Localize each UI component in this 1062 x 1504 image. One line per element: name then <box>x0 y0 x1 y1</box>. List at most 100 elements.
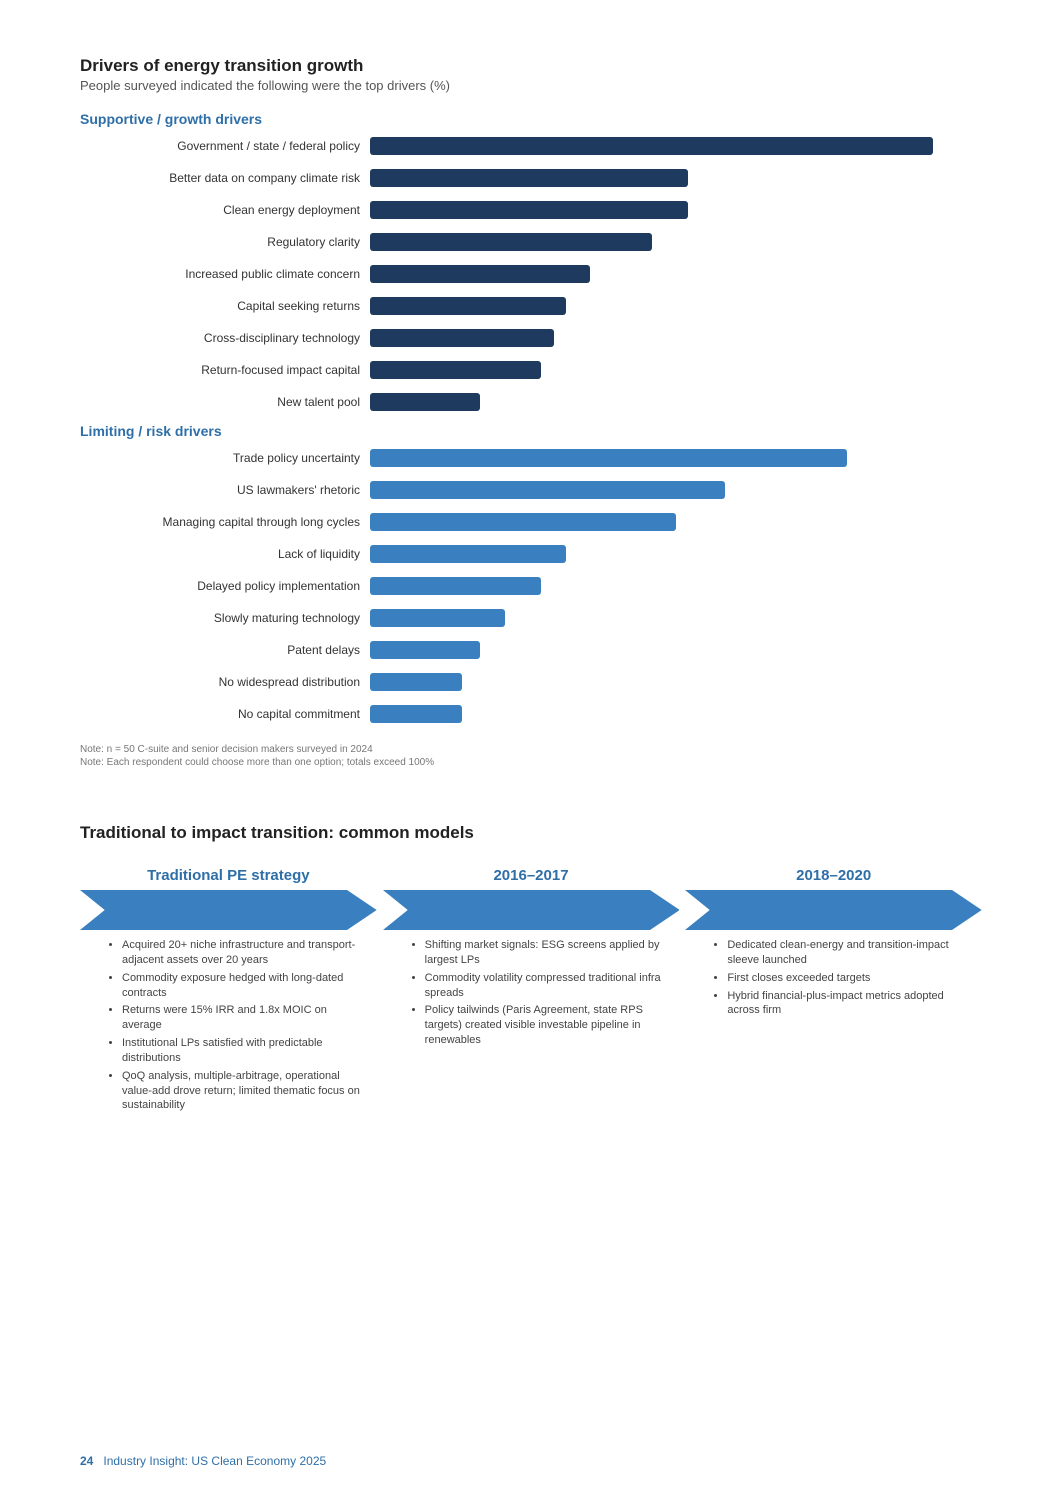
bar-label: Capital seeking returns <box>80 299 370 313</box>
bar-label: Better data on company climate risk <box>80 171 370 185</box>
bar-fill <box>370 513 676 531</box>
page-footer: 24 Industry Insight: US Clean Economy 20… <box>80 1454 326 1468</box>
timeline-bullets: Acquired 20+ niche infrastructure and tr… <box>80 930 377 1116</box>
timeline-bullet: Commodity exposure hedged with long-date… <box>122 971 367 1001</box>
bar-row: Patent delays <box>80 639 982 661</box>
page-number: 24 <box>80 1454 93 1468</box>
doc-label: Industry Insight: US Clean Economy 2025 <box>103 1454 326 1468</box>
bar-track <box>370 265 982 283</box>
timeline-section: Traditional to impact transition: common… <box>80 823 982 1116</box>
bar-track <box>370 673 982 691</box>
bar-track <box>370 297 982 315</box>
bar-row: Better data on company climate risk <box>80 167 982 189</box>
chart-subtitle: People surveyed indicated the following … <box>80 78 982 93</box>
footnote-line: Note: Each respondent could choose more … <box>80 756 982 769</box>
timeline-bullet: QoQ analysis, multiple-arbitrage, operat… <box>122 1069 367 1114</box>
chart-group: Government / state / federal policy Bette… <box>80 135 982 413</box>
bar-track <box>370 481 982 499</box>
footnote-line: Note: n = 50 C-suite and senior decision… <box>80 743 982 756</box>
bar-row: No widespread distribution <box>80 671 982 693</box>
bar-label: New talent pool <box>80 395 370 409</box>
timeline-bullet: Commodity volatility compressed traditio… <box>425 971 670 1001</box>
timeline-bullets: Dedicated clean-energy and transition-im… <box>685 930 982 1021</box>
bar-track <box>370 609 982 627</box>
bar-label: Cross-disciplinary technology <box>80 331 370 345</box>
bar-fill <box>370 577 541 595</box>
bar-track <box>370 705 982 723</box>
bar-row: Trade policy uncertainty <box>80 447 982 469</box>
timeline-bullets: Shifting market signals: ESG screens app… <box>383 930 680 1051</box>
bar-fill <box>370 265 590 283</box>
timeline-bullet: Acquired 20+ niche infrastructure and tr… <box>122 938 367 968</box>
timeline-arrows: Traditional PE strategyAcquired 20+ nich… <box>80 867 982 1116</box>
arrow-icon <box>685 890 982 930</box>
bar-row: Managing capital through long cycles <box>80 511 982 533</box>
chart-footnotes: Note: n = 50 C-suite and senior decision… <box>80 743 982 769</box>
bar-label: No capital commitment <box>80 707 370 721</box>
bar-track <box>370 513 982 531</box>
chart-title: Drivers of energy transition growth <box>80 56 982 76</box>
bar-fill <box>370 449 847 467</box>
timeline-column-heading: 2018–2020 <box>685 867 982 884</box>
bar-row: US lawmakers' rhetoric <box>80 479 982 501</box>
bar-fill <box>370 673 462 691</box>
bar-label: Patent delays <box>80 643 370 657</box>
timeline-column: Traditional PE strategyAcquired 20+ nich… <box>80 867 377 1116</box>
bar-fill <box>370 233 652 251</box>
bar-fill <box>370 481 725 499</box>
bar-track <box>370 545 982 563</box>
bar-track <box>370 201 982 219</box>
bar-label: Government / state / federal policy <box>80 139 370 153</box>
chart-group-heading: Limiting / risk drivers <box>80 423 982 439</box>
bar-row: Lack of liquidity <box>80 543 982 565</box>
bar-row: New talent pool <box>80 391 982 413</box>
bar-fill <box>370 329 554 347</box>
bar-fill <box>370 545 566 563</box>
bar-row: No capital commitment <box>80 703 982 725</box>
bar-label: Increased public climate concern <box>80 267 370 281</box>
bar-label: Delayed policy implementation <box>80 579 370 593</box>
bar-label: Trade policy uncertainty <box>80 451 370 465</box>
bar-track <box>370 329 982 347</box>
timeline-bullet: Dedicated clean-energy and transition-im… <box>727 938 972 968</box>
page: Drivers of energy transition growth Peop… <box>0 0 1062 1504</box>
bar-track <box>370 233 982 251</box>
timeline-bullet: Hybrid financial-plus-impact metrics ado… <box>727 989 972 1019</box>
chart-group-heading: Supportive / growth drivers <box>80 111 982 127</box>
bar-row: Increased public climate concern <box>80 263 982 285</box>
bar-fill <box>370 201 688 219</box>
timeline-bullet: Shifting market signals: ESG screens app… <box>425 938 670 968</box>
bar-track <box>370 641 982 659</box>
arrow-icon <box>383 890 680 930</box>
bar-row: Slowly maturing technology <box>80 607 982 629</box>
timeline-column-heading: 2016–2017 <box>383 867 680 884</box>
bar-row: Clean energy deployment <box>80 199 982 221</box>
bar-label: Managing capital through long cycles <box>80 515 370 529</box>
bar-track <box>370 137 982 155</box>
bar-fill <box>370 705 462 723</box>
chart-group: Trade policy uncertainty US lawmakers' rh… <box>80 447 982 725</box>
bar-label: US lawmakers' rhetoric <box>80 483 370 497</box>
bar-label: No widespread distribution <box>80 675 370 689</box>
bar-label: Clean energy deployment <box>80 203 370 217</box>
timeline-bullet: Institutional LPs satisfied with predict… <box>122 1036 367 1066</box>
bar-label: Lack of liquidity <box>80 547 370 561</box>
bar-track <box>370 449 982 467</box>
timeline-bullet: First closes exceeded targets <box>727 971 972 986</box>
bar-row: Return-focused impact capital <box>80 359 982 381</box>
bar-chart: Supportive / growth drivers Government / … <box>80 111 982 725</box>
bar-fill <box>370 361 541 379</box>
bar-track <box>370 361 982 379</box>
bar-fill <box>370 641 480 659</box>
timeline-title: Traditional to impact transition: common… <box>80 823 982 843</box>
bar-row: Cross-disciplinary technology <box>80 327 982 349</box>
bar-fill <box>370 137 933 155</box>
bar-row: Government / state / federal policy <box>80 135 982 157</box>
bar-track <box>370 169 982 187</box>
bar-track <box>370 577 982 595</box>
bar-row: Capital seeking returns <box>80 295 982 317</box>
timeline-bullet: Policy tailwinds (Paris Agreement, state… <box>425 1003 670 1048</box>
bar-row: Regulatory clarity <box>80 231 982 253</box>
timeline-bullet: Returns were 15% IRR and 1.8x MOIC on av… <box>122 1003 367 1033</box>
bar-label: Return-focused impact capital <box>80 363 370 377</box>
